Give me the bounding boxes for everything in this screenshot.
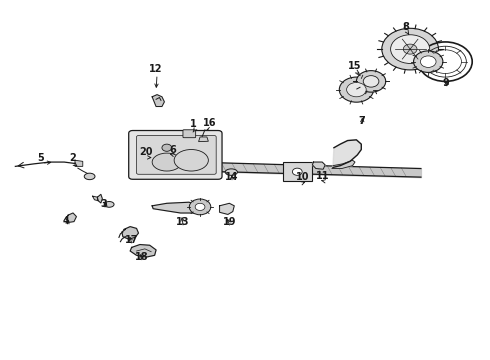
Circle shape xyxy=(356,71,386,92)
Text: 16: 16 xyxy=(203,118,217,128)
Text: 11: 11 xyxy=(317,171,330,181)
FancyBboxPatch shape xyxy=(129,131,222,179)
Circle shape xyxy=(414,51,443,72)
Text: 18: 18 xyxy=(135,252,148,262)
FancyBboxPatch shape xyxy=(183,130,196,138)
Polygon shape xyxy=(152,202,203,213)
Circle shape xyxy=(420,56,436,67)
Text: 7: 7 xyxy=(358,116,365,126)
Text: 1: 1 xyxy=(190,120,197,129)
Text: 5: 5 xyxy=(37,153,44,163)
Polygon shape xyxy=(66,213,76,222)
Circle shape xyxy=(363,76,379,87)
Text: 8: 8 xyxy=(403,22,410,32)
Polygon shape xyxy=(98,194,102,203)
Polygon shape xyxy=(130,244,156,257)
Polygon shape xyxy=(93,196,98,201)
Polygon shape xyxy=(333,140,361,167)
Text: 9: 9 xyxy=(443,78,450,88)
Polygon shape xyxy=(313,162,325,169)
Ellipse shape xyxy=(104,202,114,207)
Polygon shape xyxy=(332,160,355,168)
Text: 13: 13 xyxy=(176,217,189,227)
Text: 4: 4 xyxy=(62,216,69,226)
Circle shape xyxy=(189,199,211,215)
Polygon shape xyxy=(152,95,164,107)
Circle shape xyxy=(391,35,430,63)
Text: 2: 2 xyxy=(70,153,76,163)
Circle shape xyxy=(429,50,462,73)
Text: 17: 17 xyxy=(125,235,138,245)
Circle shape xyxy=(346,82,366,97)
FancyBboxPatch shape xyxy=(283,162,312,181)
Text: 3: 3 xyxy=(100,199,107,210)
Circle shape xyxy=(382,28,439,70)
Ellipse shape xyxy=(174,149,208,171)
Text: 6: 6 xyxy=(170,144,176,154)
Ellipse shape xyxy=(225,169,238,175)
Polygon shape xyxy=(198,137,208,141)
Ellipse shape xyxy=(152,153,181,171)
Text: 10: 10 xyxy=(296,172,309,182)
Circle shape xyxy=(293,168,302,175)
Circle shape xyxy=(195,203,205,211)
Circle shape xyxy=(339,77,373,102)
Polygon shape xyxy=(220,203,234,215)
FancyBboxPatch shape xyxy=(137,135,216,174)
Circle shape xyxy=(403,44,417,54)
Text: 19: 19 xyxy=(222,217,236,227)
Ellipse shape xyxy=(84,173,95,180)
Text: 14: 14 xyxy=(224,172,238,182)
Polygon shape xyxy=(122,226,139,239)
Circle shape xyxy=(162,144,172,151)
Polygon shape xyxy=(75,160,83,166)
Text: 15: 15 xyxy=(348,61,362,71)
Text: 20: 20 xyxy=(140,147,153,157)
Text: 12: 12 xyxy=(149,64,163,74)
